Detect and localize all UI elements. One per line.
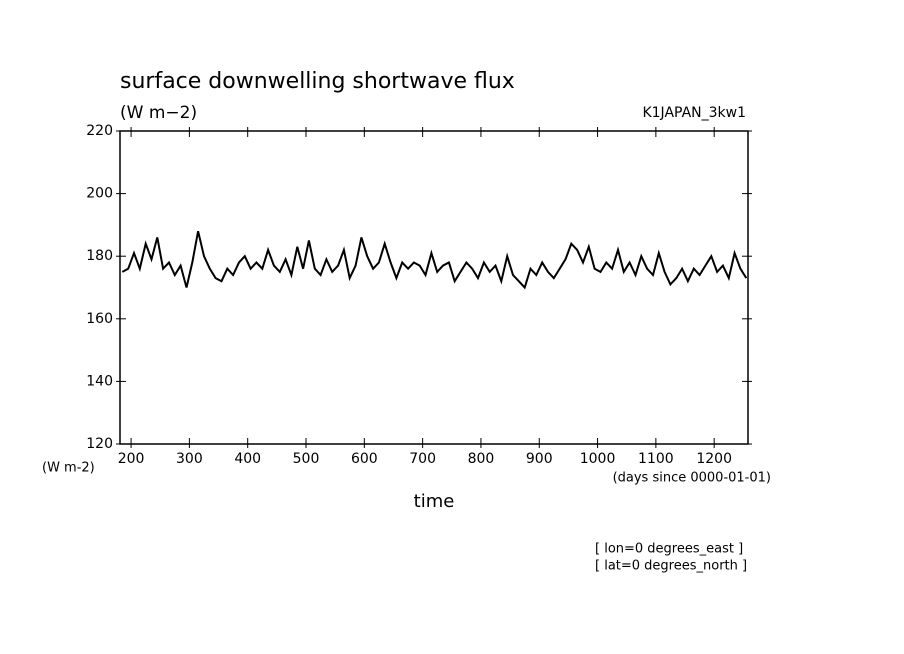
x-tick-label: 200 (118, 451, 145, 467)
x-tick-label: 900 (526, 451, 553, 467)
x-tick-label: 1000 (580, 451, 616, 467)
y-tick-label: 140 (86, 373, 113, 389)
note: [ lat=0 degrees_north ] (595, 559, 747, 574)
subtitle: (W m−2) (120, 103, 197, 123)
dataset-label: K1JAPAN_3kw1 (642, 105, 746, 121)
x-tick-label: 500 (293, 451, 320, 467)
y-tick-label: 220 (86, 123, 113, 139)
x-tick-label: 400 (234, 451, 261, 467)
x-tick-label: 1200 (696, 451, 732, 467)
x-tick-label: 600 (351, 451, 378, 467)
y-tick-label: 160 (86, 311, 113, 327)
x-tick-label: 1100 (638, 451, 674, 467)
x-axis-label: time (414, 491, 455, 512)
x-tick-label: 800 (468, 451, 495, 467)
note: [ lon=0 degrees_east ] (595, 542, 743, 557)
x-tick-label: 300 (176, 451, 203, 467)
y-tick-label: 200 (86, 186, 113, 202)
x-tick-label: 700 (409, 451, 436, 467)
x-units: (days since 0000-01-01) (613, 471, 771, 486)
y-tick-label: 180 (86, 248, 113, 264)
data-line (121, 230, 748, 290)
plot-frame (119, 130, 749, 445)
y-tick-label: 120 (86, 436, 113, 452)
y-axis-label: (W m-2) (42, 461, 95, 476)
chart-title: surface downwelling shortwave flux (120, 69, 515, 94)
